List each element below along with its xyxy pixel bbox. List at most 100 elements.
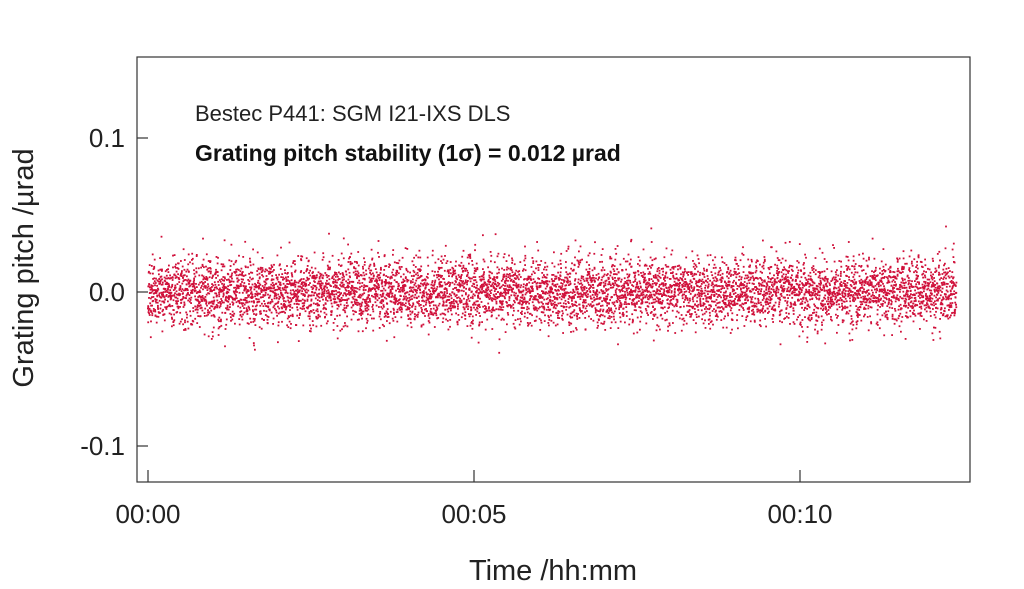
data-point	[625, 315, 628, 317]
data-point	[247, 322, 250, 325]
data-point	[407, 300, 410, 303]
data-point	[283, 297, 285, 299]
data-point	[581, 295, 584, 298]
data-point	[183, 259, 186, 261]
data-point	[336, 304, 339, 306]
data-point	[309, 324, 311, 327]
data-point	[662, 267, 664, 270]
data-point	[714, 256, 717, 259]
data-point	[235, 295, 237, 297]
data-point	[701, 292, 704, 295]
data-point	[514, 272, 517, 275]
data-point	[322, 307, 325, 310]
data-point	[667, 265, 670, 268]
data-point	[527, 307, 530, 310]
data-point	[199, 291, 202, 293]
data-point	[361, 301, 364, 304]
data-point	[586, 279, 589, 282]
data-point	[692, 319, 695, 321]
data-point	[293, 281, 296, 284]
data-point	[160, 291, 163, 294]
data-point	[709, 279, 711, 282]
data-point	[716, 296, 719, 298]
data-point	[258, 277, 261, 280]
data-point	[506, 284, 509, 287]
data-point	[390, 282, 393, 284]
data-point	[241, 303, 243, 305]
data-point	[363, 284, 366, 287]
data-point	[179, 274, 182, 277]
data-point	[692, 296, 694, 299]
data-point	[641, 294, 643, 297]
data-point	[447, 281, 450, 284]
data-point	[532, 290, 534, 292]
data-point	[703, 281, 706, 284]
data-point	[346, 286, 348, 289]
data-point	[259, 268, 262, 271]
data-point	[680, 273, 682, 276]
data-point	[334, 281, 337, 284]
data-point	[596, 295, 598, 298]
data-point	[209, 267, 212, 270]
data-point	[446, 319, 449, 322]
data-point	[637, 273, 640, 276]
data-point	[333, 300, 336, 303]
data-point	[239, 270, 242, 273]
data-point	[539, 285, 542, 287]
data-point	[164, 280, 167, 283]
data-point	[442, 317, 445, 320]
data-point	[491, 297, 494, 300]
data-point	[539, 286, 542, 288]
data-point	[648, 302, 651, 305]
data-point	[515, 292, 517, 295]
data-point	[440, 281, 443, 283]
data-point	[721, 277, 724, 280]
data-point	[239, 311, 242, 313]
data-point	[397, 262, 400, 265]
data-point	[210, 338, 213, 340]
data-point	[348, 291, 350, 294]
data-point	[314, 297, 317, 300]
data-point	[487, 286, 490, 289]
data-point	[714, 310, 717, 313]
data-point	[449, 305, 452, 307]
data-point	[404, 292, 406, 295]
data-point	[533, 296, 535, 299]
data-point	[478, 288, 481, 291]
data-point	[362, 298, 364, 301]
data-point	[591, 305, 594, 307]
data-point	[233, 312, 236, 315]
data-point	[463, 286, 466, 289]
data-point	[364, 261, 366, 263]
data-point	[640, 286, 642, 289]
data-point	[182, 280, 185, 283]
data-point	[649, 296, 652, 299]
data-point	[529, 285, 532, 288]
data-point	[551, 262, 554, 265]
data-point	[205, 253, 208, 256]
data-point	[641, 301, 644, 303]
data-point	[411, 305, 414, 307]
data-point	[301, 286, 303, 289]
data-point	[359, 293, 362, 296]
data-point	[155, 277, 157, 280]
data-point	[563, 281, 565, 283]
data-point	[461, 312, 464, 315]
data-point	[630, 238, 633, 241]
data-point	[275, 302, 278, 305]
data-point	[715, 313, 718, 316]
data-point	[512, 303, 515, 306]
data-point	[604, 292, 606, 294]
data-point	[325, 313, 328, 316]
data-point	[418, 286, 420, 288]
data-point	[589, 290, 591, 293]
data-point	[166, 291, 169, 293]
data-point	[460, 299, 463, 302]
data-point	[226, 290, 229, 293]
data-point	[270, 287, 273, 290]
data-point	[286, 292, 289, 295]
data-point	[325, 274, 328, 276]
data-point	[156, 279, 159, 282]
data-point	[290, 272, 293, 274]
data-point	[718, 294, 721, 297]
